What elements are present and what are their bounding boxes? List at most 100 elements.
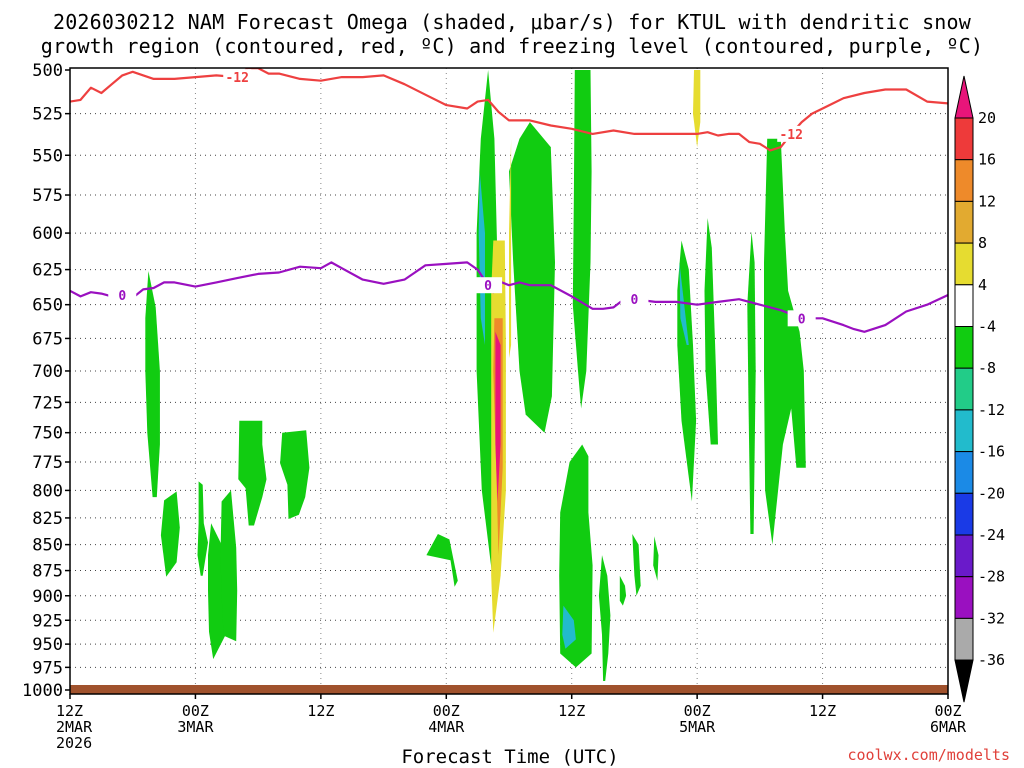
colorbar-label: -4: [978, 318, 996, 336]
colorbar-segment: [954, 326, 974, 369]
colorbar-label: 4: [978, 276, 987, 294]
colorbar-segment: [954, 409, 974, 453]
chart-title-line2: growth region (contoured, red, ºC) and f…: [40, 34, 984, 58]
omega-region: [704, 218, 718, 445]
omega-region: [693, 70, 701, 148]
colorbar-label: -12: [978, 401, 1005, 419]
omega-region: [562, 605, 576, 649]
contour-lines: -12 -12 0 0 0 0: [70, 68, 948, 333]
colorbar-segment: [954, 492, 974, 536]
omega-region: [632, 534, 641, 596]
colorbar-label: -32: [978, 609, 1005, 627]
colorbar-label: -20: [978, 484, 1005, 502]
x-tick-label: 00Z: [684, 702, 711, 720]
x-tick-label: 12Z: [558, 702, 585, 720]
omega-region: [653, 536, 659, 581]
colorbar-label: -28: [978, 568, 1005, 586]
y-tick-label: 900: [32, 587, 63, 607]
colorbar-segment: [954, 576, 974, 619]
y-tick-label: 500: [32, 61, 63, 81]
omega-region: [598, 555, 611, 681]
colorbar-label: -8: [978, 359, 996, 377]
x-tick-label: 4MAR: [428, 718, 465, 736]
y-tick-label: 700: [32, 362, 63, 382]
colorbar-label: 12: [978, 192, 996, 210]
omega-region: [280, 430, 310, 519]
colorbar-label: -36: [978, 651, 1005, 669]
x-axis-label: Forecast Time (UTC): [401, 746, 619, 768]
omega-region: [572, 70, 592, 409]
x-tick-label: 2026: [56, 734, 92, 752]
colorbar-segment: [954, 117, 974, 161]
terrain-strip: [70, 685, 948, 694]
x-tick-label: 00Z: [934, 702, 961, 720]
x-tick-label: 6MAR: [930, 718, 967, 736]
y-tick-label: 925: [32, 611, 63, 631]
contour-label: 0: [118, 289, 126, 304]
colorbar-segment: [954, 159, 974, 202]
colorbar-label: 8: [978, 234, 987, 252]
colorbar-segment: [954, 284, 974, 327]
omega-region: [145, 271, 160, 498]
chart-title-line1: 2026030212 NAM Forecast Omega (shaded, μ…: [52, 10, 972, 34]
colorbar-label: -24: [978, 526, 1005, 544]
y-tick-label: 575: [32, 186, 63, 206]
colorbar-label: 16: [978, 151, 996, 169]
colorbar-segment: [954, 617, 974, 661]
contour-label: -12: [225, 71, 248, 86]
omega-region: [495, 331, 501, 502]
x-tick-label: 3MAR: [177, 718, 214, 736]
colorbar-segment: [954, 451, 974, 494]
colorbar-segment: [954, 242, 974, 286]
omega-region: [747, 231, 756, 534]
omega-region: [478, 171, 485, 345]
y-tick-label: 775: [32, 453, 63, 473]
x-tick-label: 12Z: [56, 702, 83, 720]
colorbar-label: 20: [978, 109, 996, 127]
omega-region: [509, 138, 512, 359]
y-tick-label: 675: [32, 329, 63, 349]
colorbar-label: -16: [978, 443, 1005, 461]
omega-region: [238, 420, 267, 526]
contour-label: 0: [484, 279, 492, 294]
x-tick-label: 00Z: [182, 702, 209, 720]
credit-text: coolwx.com/modelts: [847, 746, 1010, 764]
omega-region: [619, 575, 627, 606]
colorbar-top-arrow: [954, 75, 974, 119]
y-tick-label: 1000: [22, 681, 63, 701]
y-tick-label: 525: [32, 105, 63, 125]
x-tick-label: 12Z: [307, 702, 334, 720]
y-tick-label: 600: [32, 224, 63, 244]
y-tick-label: 850: [32, 536, 63, 556]
contour-label: 0: [798, 312, 806, 327]
y-tick-label: 950: [32, 635, 63, 655]
y-tick-label: 800: [32, 481, 63, 501]
y-tick-label: 625: [32, 261, 63, 281]
y-tick-label: 975: [32, 658, 63, 678]
contour-label-bg: [620, 291, 649, 308]
omega-region: [509, 122, 555, 433]
omega-region: [197, 481, 208, 576]
omega-region: [426, 534, 458, 587]
contour-label-bg: [787, 310, 816, 327]
y-tick-label: 825: [32, 509, 63, 529]
y-axis: 500 525 550 575 600 625 650 675 700 725 750 775 800 8…: [22, 61, 70, 701]
contour-label-bg: [108, 286, 137, 303]
contour-label-bg: [474, 277, 503, 294]
x-tick-label: 00Z: [433, 702, 460, 720]
plot-frame: [69, 67, 949, 695]
omega-region: [160, 491, 180, 577]
colorbar-segment: [954, 534, 974, 578]
y-tick-label: 875: [32, 562, 63, 582]
x-tick-label: 2MAR: [56, 718, 93, 736]
x-tick-label: 12Z: [809, 702, 836, 720]
contour-label-bg: [223, 69, 252, 86]
plot-background: [70, 68, 948, 690]
x-tick-label: 5MAR: [679, 718, 716, 736]
colorbar-segment: [954, 367, 974, 411]
colorbar-bottom-arrow: [954, 659, 974, 703]
colorbar: 20 16 12 8 4 -4 -8 -12 -16 -20 -24 -28 -32 -36: [954, 75, 1005, 703]
omega-shading: [145, 70, 806, 681]
contour-label-bg: [777, 125, 806, 142]
